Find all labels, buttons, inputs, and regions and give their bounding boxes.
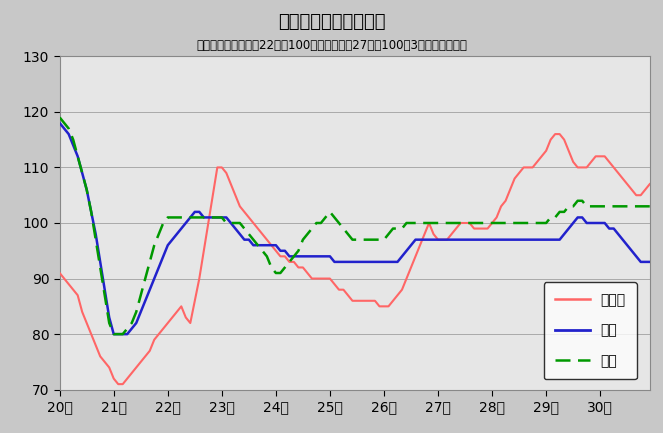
Legend: 鳥取県, 中国, 全国: 鳥取県, 中国, 全国 xyxy=(544,282,637,379)
Text: （季節調整済、平成22年＝100、全国は平成27年＝100、3ヶ月移動平均）: （季節調整済、平成22年＝100、全国は平成27年＝100、3ヶ月移動平均） xyxy=(196,39,467,52)
Text: 鉱工業生産指数の推移: 鉱工業生産指数の推移 xyxy=(278,13,385,31)
